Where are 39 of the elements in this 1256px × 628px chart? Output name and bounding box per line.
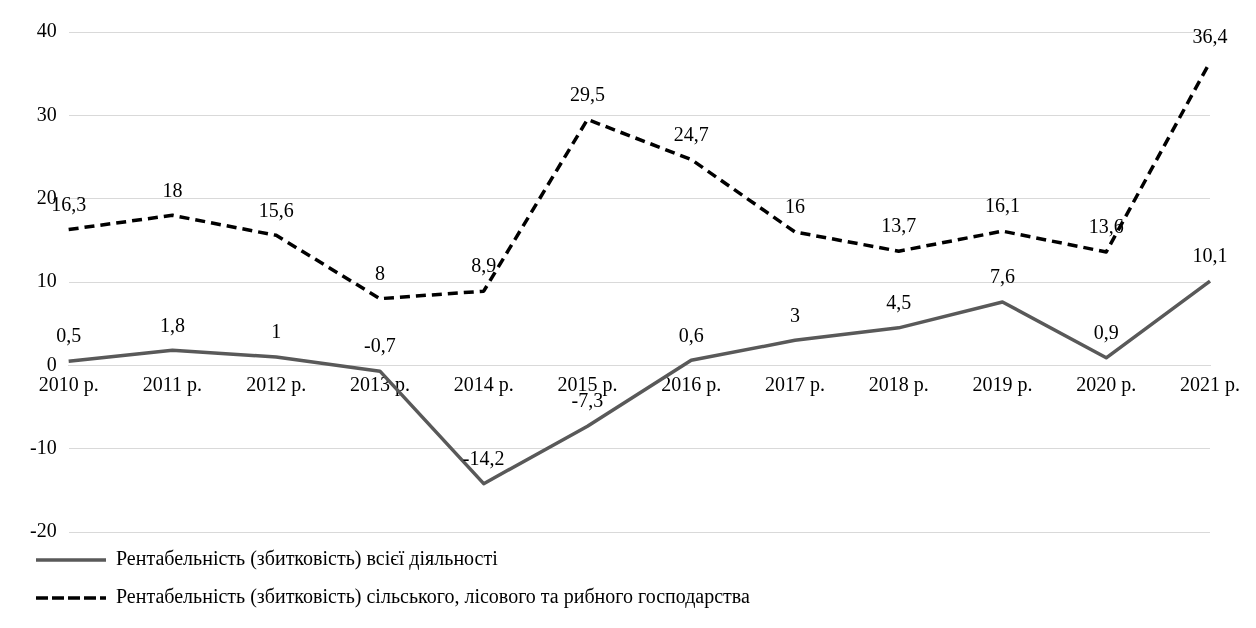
y-tick-label: 10 <box>36 269 57 292</box>
data-label: -0,7 <box>364 334 396 357</box>
data-label: 3 <box>789 303 800 326</box>
y-tick-label: -10 <box>29 435 57 458</box>
data-label: 15,6 <box>258 198 294 221</box>
data-label: 29,5 <box>569 82 605 105</box>
legend-label: Рентабельність (збитковість) всієї діяльності <box>116 547 499 571</box>
data-label: 8,9 <box>471 254 497 277</box>
data-label: 0,9 <box>1093 321 1119 344</box>
legend-label: Рентабельність (збитковість) сільського, лісового та рибного господарства <box>116 585 751 609</box>
x-tick-label: 2012 р. <box>246 372 307 396</box>
x-tick-label: 2019 р. <box>972 372 1033 396</box>
x-tick-label: 2016 р. <box>661 372 722 396</box>
data-label: 16,1 <box>984 194 1020 217</box>
data-label: 36,4 <box>1192 25 1228 48</box>
data-label: 1 <box>271 320 282 343</box>
data-label: 24,7 <box>673 122 709 145</box>
data-label: 7,6 <box>989 265 1015 288</box>
data-label: 16 <box>784 195 805 218</box>
x-tick-label: 2011 р. <box>142 372 203 396</box>
data-label: 18 <box>162 178 183 201</box>
y-tick-label: 40 <box>36 19 57 42</box>
data-label: 4,5 <box>886 291 912 314</box>
data-label: 1,8 <box>159 313 185 336</box>
data-label: 0,6 <box>678 323 704 346</box>
x-tick-label: 2014 р. <box>453 372 514 396</box>
x-tick-label: 2018 р. <box>868 372 929 396</box>
y-tick-label: -20 <box>29 519 57 542</box>
y-tick-label: 0 <box>46 352 57 375</box>
x-tick-label: 2017 р. <box>764 372 825 396</box>
y-tick-label: 30 <box>36 102 57 125</box>
data-label: 8 <box>374 261 385 284</box>
x-tick-label: 2010 р. <box>38 372 99 396</box>
x-tick-label: 2021 р. <box>1180 372 1240 396</box>
data-label: 0,5 <box>56 324 82 347</box>
data-label: 10,1 <box>1192 244 1228 267</box>
data-label: -14,2 <box>462 446 505 469</box>
x-tick-label: 2020 р. <box>1076 372 1137 396</box>
data-label: 13,7 <box>881 214 917 237</box>
